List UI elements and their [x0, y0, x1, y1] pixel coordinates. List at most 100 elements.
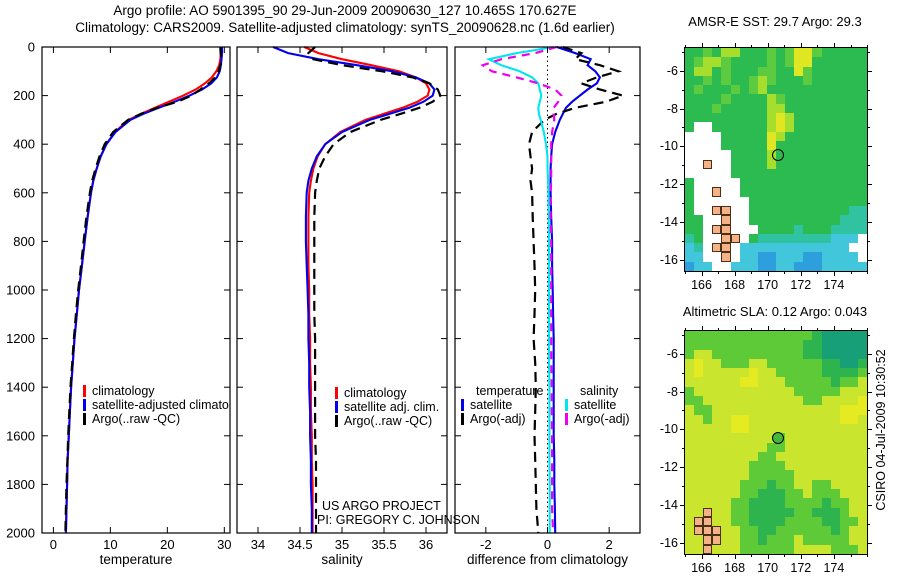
figure-title-line2: Climatology: CARS2009. Satellite-adjuste…: [75, 20, 615, 35]
map-cell: [857, 57, 867, 67]
map-cell: [830, 405, 840, 415]
xlabel-salinity: salinity: [321, 552, 363, 567]
map-cell: [748, 66, 758, 76]
map-land-cell: [721, 243, 731, 253]
panel-temperature: 0 10 20 30 0 200 400 600 800 1000 1200 1400 1600 1800…: [6, 40, 231, 553]
legend-difference-salinity: salinity satellite Argo(-adj): [565, 384, 630, 426]
map-cell: [812, 544, 822, 554]
map-cell: [821, 66, 831, 76]
map-cell: [730, 85, 740, 95]
figure-title-line1: Argo profile: AO 5901395_90 29-Jun-2009 …: [113, 3, 577, 18]
map-cell: [730, 131, 740, 141]
map-cell: [830, 507, 840, 517]
map-cell: [785, 122, 795, 132]
depth-tick-label: 1000: [6, 283, 35, 298]
map-cell: [721, 386, 731, 397]
map-cell: [721, 178, 731, 188]
map-cell: [703, 243, 713, 253]
map-cell: [712, 103, 722, 114]
map-cell: [748, 187, 758, 197]
map-cell: [721, 526, 731, 536]
tick-mark: [867, 410, 870, 412]
tick-mark: [867, 108, 872, 110]
map-cell: [703, 414, 713, 424]
map-cell: [776, 94, 786, 104]
map-cell: [757, 433, 767, 443]
map-cell: [776, 103, 786, 114]
map-cell: [776, 205, 786, 216]
map-cell: [748, 233, 758, 244]
map-cell: [803, 243, 813, 253]
map-cell: [812, 261, 822, 271]
map-cell: [794, 516, 804, 527]
map-cell: [794, 168, 804, 179]
map-cell: [730, 243, 740, 253]
tick-mark: [682, 203, 685, 204]
map-cell: [812, 433, 822, 443]
map-cell: [757, 94, 767, 104]
map-cell: [794, 224, 804, 234]
map-cell: [739, 150, 749, 160]
map-cell: [830, 423, 840, 434]
map-cell: [776, 215, 786, 225]
map-cell: [685, 377, 695, 387]
map-cell: [776, 331, 786, 341]
map-cell: [694, 451, 704, 462]
map-cell: [839, 516, 849, 527]
map-cell: [785, 340, 795, 350]
map-cell: [857, 215, 867, 225]
map-cell: [848, 340, 858, 350]
map-land-cell: [721, 252, 731, 262]
map-cell: [839, 168, 849, 179]
map-cell: [830, 131, 840, 141]
map-cell: [776, 178, 786, 188]
map-cell: [757, 215, 767, 225]
map-cell: [839, 261, 849, 271]
map-land-cell: [721, 233, 731, 244]
map-cell: [794, 261, 804, 271]
map-cell: [839, 243, 849, 253]
map-cell: [776, 48, 786, 58]
map-cell: [821, 196, 831, 206]
map-cell: [794, 215, 804, 225]
tick-mark: [682, 523, 685, 525]
map-cell: [685, 340, 695, 350]
map-cell: [712, 94, 722, 104]
map-cell: [812, 159, 822, 169]
legend-label: Argo(..raw -QC): [92, 412, 181, 426]
map-cell: [739, 94, 749, 104]
map-cell: [776, 159, 786, 169]
map-cell: [803, 48, 813, 58]
map-cell: [748, 535, 758, 545]
map-cell: [857, 396, 867, 406]
map-cell: [748, 349, 758, 359]
map-cell: [857, 386, 867, 397]
map-cell: [703, 433, 713, 443]
tick-mark: [800, 326, 802, 331]
map-land-cell: [721, 205, 731, 216]
map-cell: [739, 103, 749, 114]
map-cell: [785, 85, 795, 95]
map-cell: [812, 442, 822, 452]
map-cell: [848, 386, 858, 397]
map-cell: [830, 215, 840, 225]
map-cell: [821, 131, 831, 141]
map-cell: [839, 488, 849, 499]
map-cell: [839, 386, 849, 397]
panel-difference: -2 0 2: [454, 45, 641, 552]
map-cell: [794, 423, 804, 434]
map-cell: [839, 479, 849, 489]
map-cell: [785, 544, 795, 554]
map-cell: [748, 243, 758, 253]
legend-item: satellite-adjusted climatology: [83, 398, 229, 412]
map-cell: [730, 451, 740, 462]
map-cell: [830, 48, 840, 58]
map-cell: [748, 85, 758, 95]
series-difference-satellite: [549, 46, 602, 534]
map-cell: [794, 544, 804, 554]
map-cell: [803, 66, 813, 76]
map-cell: [730, 507, 740, 517]
map-cell: [712, 507, 722, 517]
map-cell: [839, 405, 849, 415]
map-cell: [812, 340, 822, 350]
